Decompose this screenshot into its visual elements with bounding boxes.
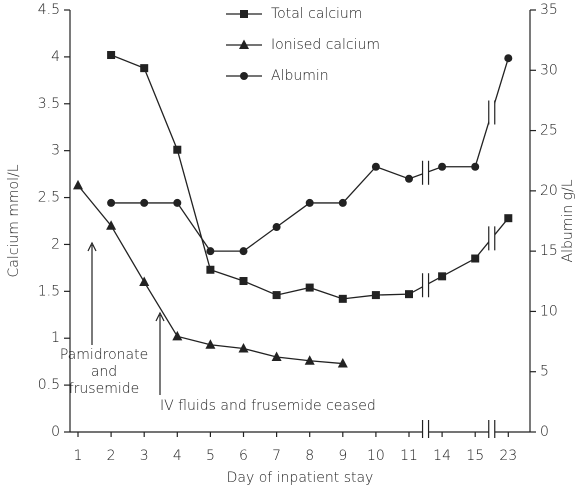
annotation-arrow-head — [87, 241, 97, 252]
legend-label: Total calcium — [271, 6, 362, 22]
axis-break-gap — [422, 420, 429, 438]
marker — [238, 343, 249, 353]
marker — [438, 272, 447, 281]
marker — [172, 330, 183, 341]
marker — [140, 198, 149, 207]
line-break-gap — [488, 228, 495, 249]
y-tick-label: 2.5 — [38, 190, 60, 206]
marker — [371, 162, 380, 171]
marker — [239, 39, 249, 49]
marker — [304, 355, 315, 365]
x-tick-label: 1 — [74, 448, 83, 464]
y2-axis-label: Albumin g/L — [560, 179, 576, 262]
y-tick-label: 0.5 — [38, 377, 60, 393]
x-tick-label: 7 — [272, 448, 281, 464]
marker — [371, 291, 380, 300]
annotation: frusemide — [69, 381, 140, 397]
y-tick-label: 4.5 — [38, 2, 60, 18]
x-tick-label: 4 — [173, 448, 182, 464]
series-line — [110, 54, 509, 300]
marker — [271, 351, 282, 361]
y2-tick-label: 10 — [540, 303, 558, 319]
y2-tick-label: 15 — [540, 243, 558, 259]
marker — [107, 51, 116, 60]
marker — [504, 54, 513, 63]
marker — [305, 198, 314, 207]
series-line — [111, 58, 509, 252]
marker — [206, 265, 215, 274]
marker — [173, 145, 182, 154]
marker — [337, 358, 348, 368]
marker — [140, 64, 149, 73]
marker — [106, 220, 117, 230]
axis-break-gap — [488, 420, 495, 438]
marker — [272, 223, 281, 232]
marker — [405, 174, 413, 183]
y2-tick-label: 25 — [540, 123, 558, 139]
x-axis-label: Day of inpatient stay — [227, 470, 374, 486]
marker — [206, 247, 215, 256]
line-break-gap — [422, 275, 429, 296]
marker — [239, 247, 248, 256]
marker — [239, 277, 248, 286]
marker — [173, 198, 182, 207]
marker — [240, 72, 248, 80]
legend-label: Ionised calcium — [271, 37, 380, 53]
marker — [305, 283, 314, 292]
y-tick-label: 3.5 — [38, 96, 60, 112]
marker — [438, 162, 447, 171]
y-tick-label: 2 — [51, 236, 60, 252]
y2-tick-label: 5 — [540, 364, 549, 380]
line-break-gap — [488, 102, 495, 123]
line-break-gap — [422, 162, 429, 183]
x-tick-label: 14 — [433, 448, 451, 464]
x-tick-label: 15 — [466, 448, 484, 464]
y2-tick-label: 30 — [540, 62, 558, 78]
legend-label: Albumin — [271, 68, 329, 84]
y-axis-label: Calcium mmol/L — [6, 164, 22, 277]
y-tick-label: 4 — [51, 49, 60, 65]
y-tick-label: 3 — [51, 143, 60, 159]
y2-tick-label: 35 — [540, 2, 558, 18]
x-tick-label: 11 — [400, 448, 418, 464]
y2-tick-label: 20 — [540, 183, 558, 199]
y-tick-label: 1.5 — [38, 283, 60, 299]
marker — [73, 179, 83, 190]
y-tick-label: 1 — [51, 330, 60, 346]
marker — [107, 198, 116, 207]
x-tick-label: 9 — [338, 448, 347, 464]
marker — [405, 290, 413, 299]
marker — [338, 294, 347, 303]
x-tick-label: 5 — [206, 448, 215, 464]
marker — [504, 214, 513, 223]
x-tick-label: 23 — [499, 448, 517, 464]
x-tick-label: 2 — [107, 448, 116, 464]
y-tick-label: 0 — [51, 424, 60, 440]
series-line — [77, 184, 343, 365]
x-tick-label: 6 — [239, 448, 248, 464]
y2-tick-label: 0 — [540, 424, 549, 440]
annotation: Pamidronate — [60, 347, 148, 363]
annotation: and — [91, 364, 117, 380]
marker — [338, 198, 347, 207]
annotation-arrow-head — [155, 311, 165, 322]
annotation: IV fluids and frusemide ceased — [160, 398, 376, 414]
x-tick-label: 8 — [305, 448, 314, 464]
marker — [240, 10, 248, 18]
marker — [139, 276, 150, 286]
marker — [471, 162, 480, 171]
marker — [272, 291, 281, 300]
marker — [205, 339, 216, 349]
x-tick-label: 3 — [140, 448, 149, 464]
marker — [471, 254, 480, 263]
x-tick-label: 10 — [367, 448, 385, 464]
